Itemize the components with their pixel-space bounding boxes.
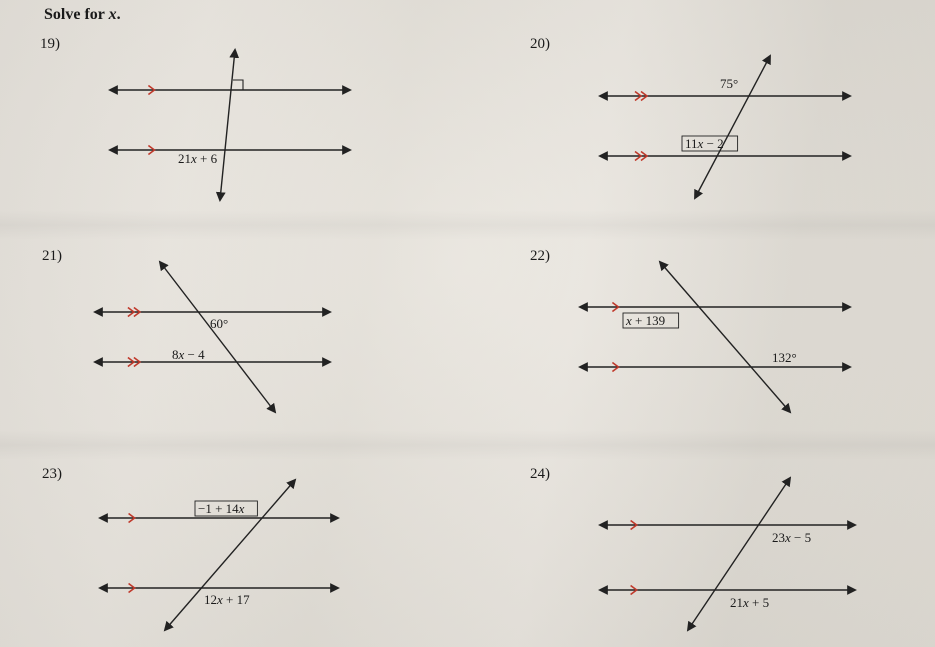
svg-text:11x − 2: 11x − 2 [685, 136, 724, 151]
problem-number: 22) [530, 248, 550, 265]
diagram-19: 21x + 6 [90, 40, 370, 210]
svg-text:21x + 6: 21x + 6 [178, 151, 218, 166]
svg-text:21x + 5: 21x + 5 [730, 595, 769, 610]
problem-number: 24) [530, 466, 550, 483]
svg-text:−1 + 14x: −1 + 14x [198, 501, 245, 516]
diagram-22: x + 139 132° [560, 252, 870, 422]
svg-text:23x − 5: 23x − 5 [772, 530, 811, 545]
svg-text:12x + 17: 12x + 17 [204, 592, 250, 607]
problem-number: 23) [42, 466, 62, 483]
diagram-21: 60° 8x − 4 [80, 252, 350, 422]
svg-text:8x − 4: 8x − 4 [172, 347, 205, 362]
worksheet-title: Solve for x. [44, 6, 121, 24]
problem-number: 19) [40, 36, 60, 53]
svg-text:132°: 132° [772, 350, 797, 365]
problem-number: 20) [530, 36, 550, 53]
diagram-23: −1 + 14x 12x + 17 [80, 470, 360, 640]
diagram-24: 23x − 5 21x + 5 [580, 470, 880, 640]
svg-text:60°: 60° [210, 316, 228, 331]
problem-number: 21) [42, 248, 62, 265]
svg-text:x + 139: x + 139 [625, 313, 665, 328]
svg-text:75°: 75° [720, 76, 738, 91]
diagram-20: 75° 11x − 2 [580, 48, 880, 208]
